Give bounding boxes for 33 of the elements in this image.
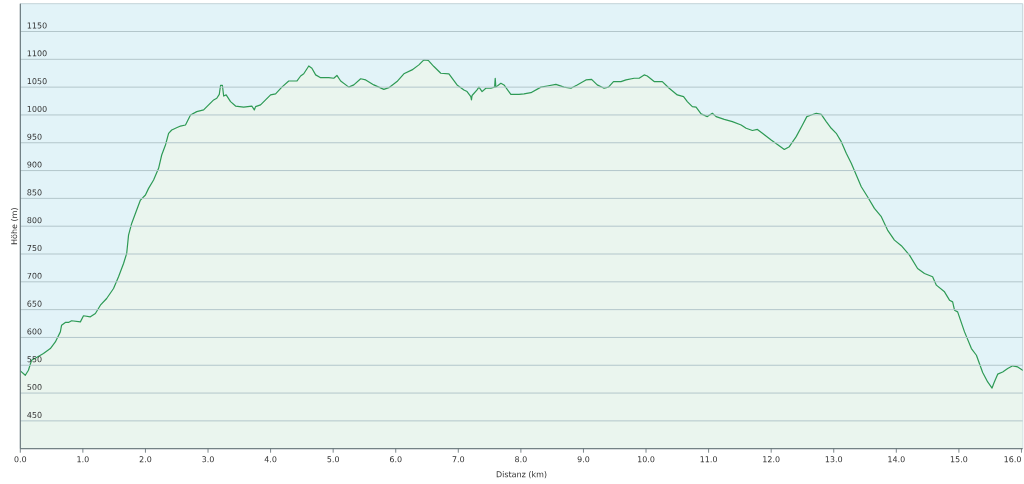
y-tick-label: 450	[27, 411, 42, 418]
x-tick-label: 16.0	[1004, 456, 1021, 463]
x-tick-label: 12.0	[763, 456, 780, 463]
y-tick-label: 750	[27, 244, 42, 252]
x-tick-label: 2.0	[139, 456, 152, 463]
y-tick-label: 1150	[27, 22, 47, 29]
x-tick-label: 10.0	[638, 456, 655, 463]
x-axis-title: Distanz (km)	[496, 471, 547, 479]
x-tick-label: 15.0	[950, 456, 968, 463]
y-tick-label: 600	[27, 328, 42, 335]
y-tick-label: 800	[27, 217, 42, 224]
y-tick-label: 650	[27, 300, 42, 307]
x-tick-label: 0.0	[14, 456, 27, 463]
x-tick-label: 1.0	[77, 456, 89, 463]
y-tick-label: 900	[27, 161, 42, 168]
y-tick-label: 700	[27, 272, 42, 279]
x-tick-label: 9.0	[577, 456, 590, 463]
x-tick-label: 4.0	[264, 456, 277, 463]
x-tick-label: 14.0	[888, 456, 905, 463]
y-axis-title: Höhe (m)	[10, 208, 19, 245]
x-tick-label: 7.0	[452, 456, 465, 463]
y-tick-label: 1000	[27, 105, 47, 112]
y-tick-label: 500	[27, 384, 42, 391]
x-tick-label: 11.0	[700, 456, 717, 463]
y-tick-label: 1050	[27, 78, 47, 85]
y-tick-label: 950	[27, 133, 42, 140]
x-tick-label: 13.0	[825, 456, 843, 463]
y-tick-label: 1100	[27, 50, 47, 57]
x-tick-label: 3.0	[202, 456, 214, 463]
x-tick-label: 5.0	[327, 456, 339, 463]
x-tick-label: 6.0	[389, 456, 402, 463]
x-tick-label: 8.0	[515, 456, 527, 463]
y-tick-label: 850	[27, 189, 42, 196]
